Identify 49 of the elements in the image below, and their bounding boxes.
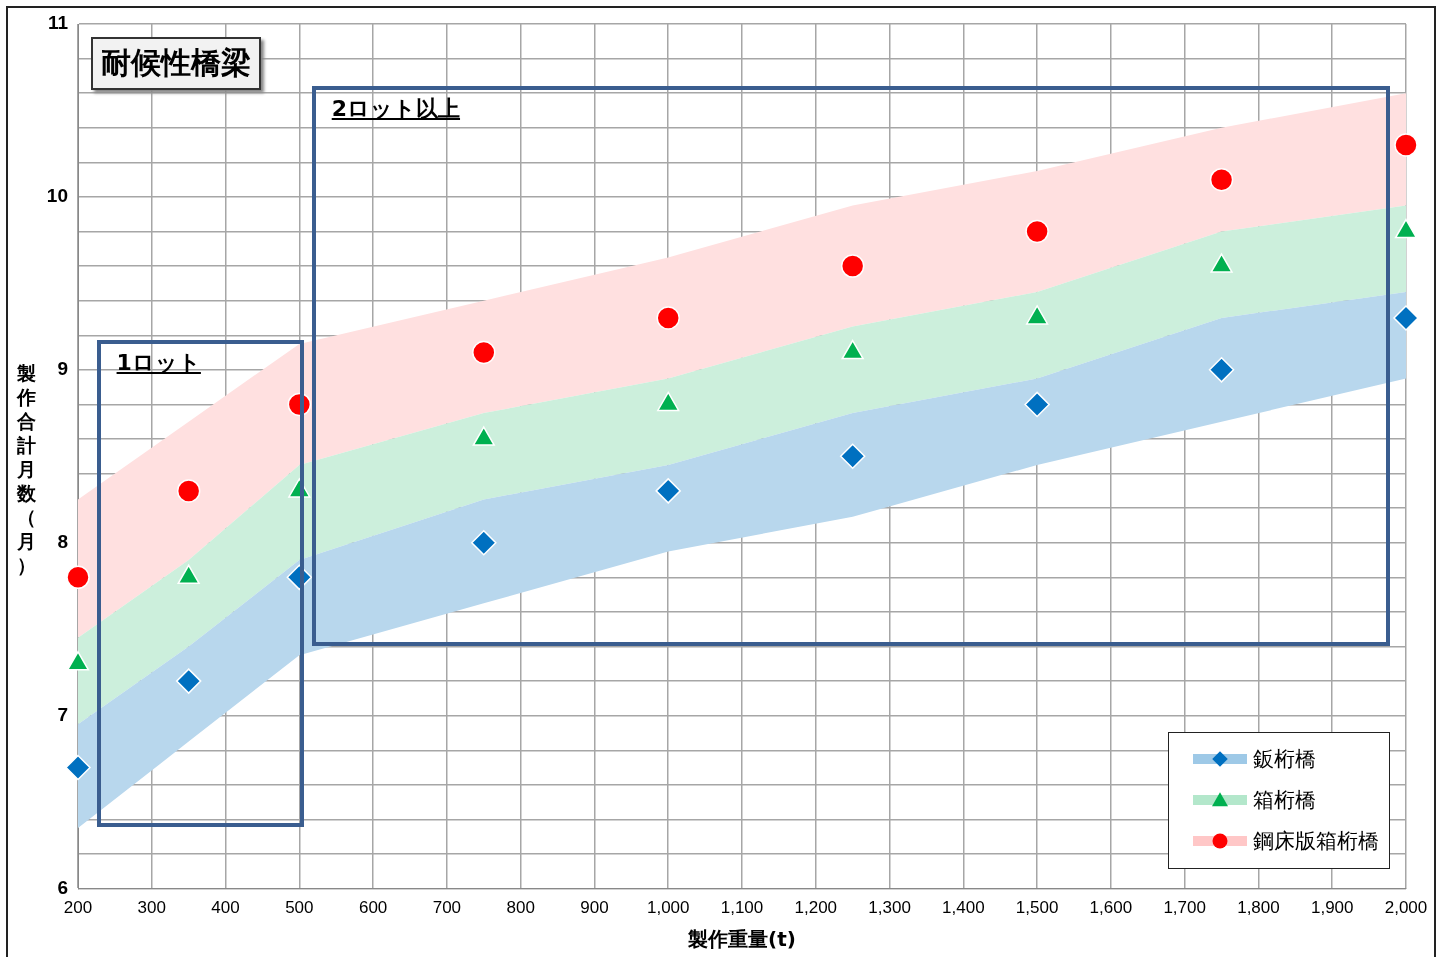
x-tick-label: 200 [63,898,93,918]
text: 製作合計月数（月） [16,362,36,577]
x-axis-title: 製作重量(t) [687,927,796,952]
x-tick-label: 300 [137,898,166,918]
x-tick-label: 400 [211,898,240,918]
y-tick-label: 8 [57,530,68,552]
point [175,668,202,694]
point [1024,391,1050,418]
point [839,443,866,470]
legend-label: 鋼床版箱桁橋 [1253,828,1379,856]
point [65,754,91,781]
x-tick-label: 700 [432,898,462,918]
text: 耐候性橋梁 [91,37,261,90]
point [1208,357,1235,383]
annotation: 2ロット以上 [331,95,461,124]
y-tick-label: 11 [47,12,69,34]
point [656,306,680,330]
point [840,254,865,278]
x-tick-label: 800 [506,898,535,918]
legend-label: 鈑桁橋 [1253,746,1316,774]
x-tick-label: 2,000 [1384,898,1428,918]
point [176,479,201,503]
x-tick-label: 1,400 [942,898,985,918]
point [472,340,496,365]
y-tick-label: 6 [57,876,68,898]
x-tick-label: 1,000 [646,898,690,918]
point [471,530,497,556]
x-tick-label: 900 [580,898,609,918]
x-tick-label: 1,500 [1015,898,1059,918]
legend-label: 箱桁橋 [1253,787,1316,815]
x-tick-label: 1,700 [1163,898,1206,918]
y-tick-label: 7 [57,703,68,725]
point [1025,219,1049,244]
point [66,565,90,590]
x-tick-label: 500 [285,898,314,918]
x-tick-label: 1,100 [720,898,764,918]
x-tick-label: 1,200 [794,898,838,918]
annotation: 1ロット [116,348,201,377]
y-tick-label: 9 [57,358,68,380]
point [655,478,681,504]
x-tick-label: 1,300 [868,898,911,918]
x-tick-label: 1,600 [1089,898,1133,918]
point [1394,133,1418,157]
x-tick-label: 600 [358,898,388,918]
x-tick-label: 1,800 [1237,898,1280,918]
x-tick-label: 1,900 [1310,898,1354,918]
point [1209,167,1234,192]
point [1393,305,1419,331]
y-tick-label: 10 [46,185,68,207]
